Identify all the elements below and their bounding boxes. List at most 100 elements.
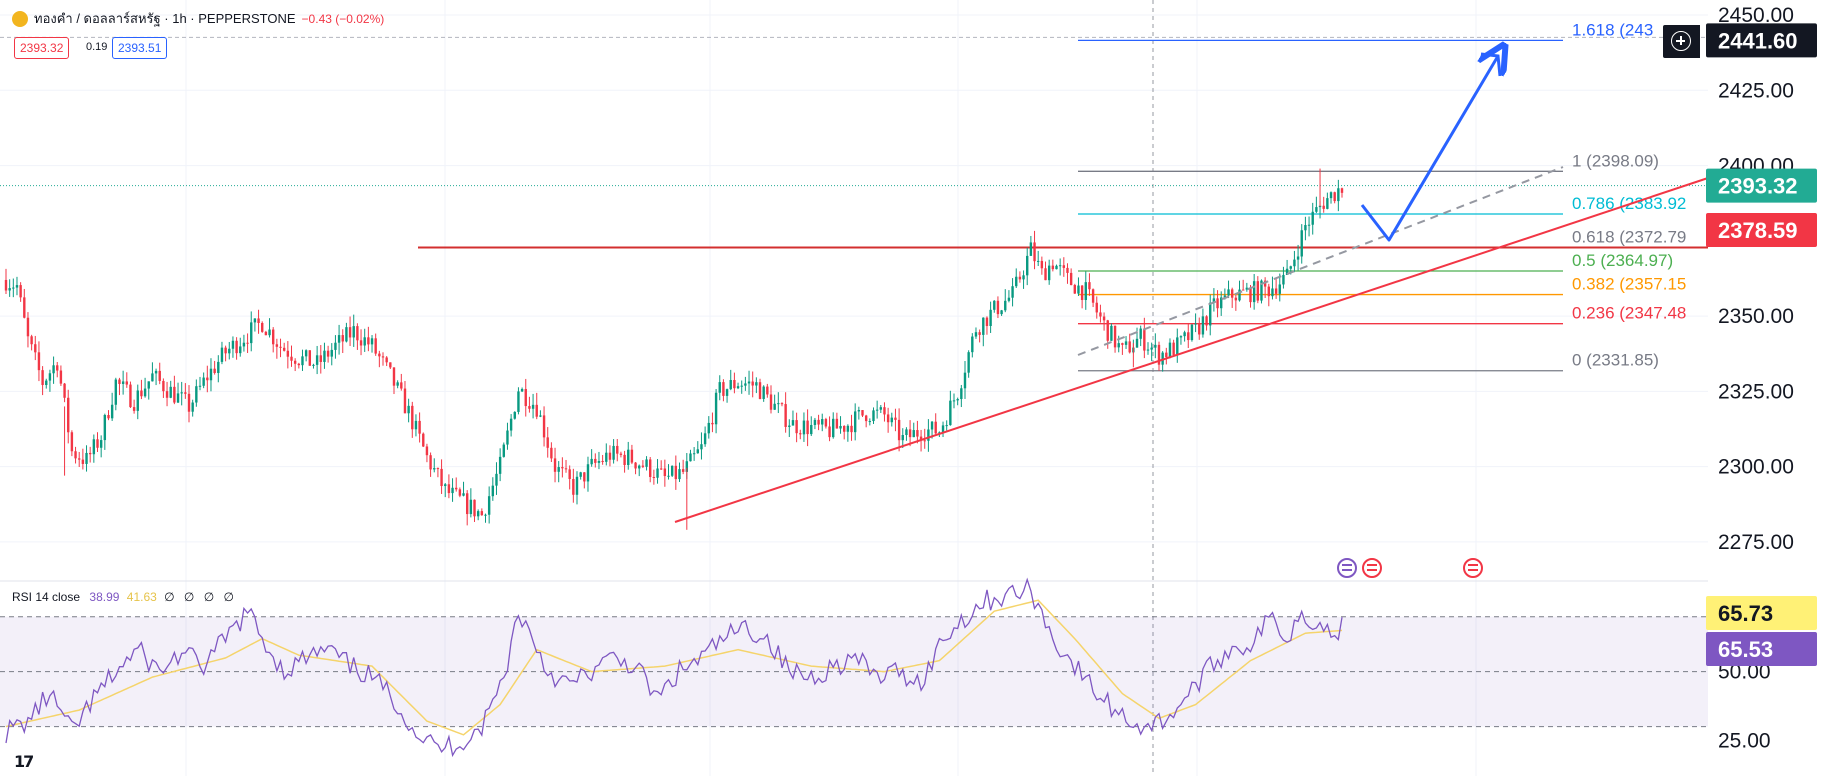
candle-body <box>1000 310 1003 315</box>
target-price-badge-text: 2441.60 <box>1718 28 1798 53</box>
candle-body <box>34 344 37 353</box>
candle-body <box>960 388 963 400</box>
candle-body <box>605 452 608 462</box>
candle-body <box>949 400 952 426</box>
candle-body <box>308 350 312 366</box>
candle-body <box>125 381 128 385</box>
candle-body <box>791 420 795 426</box>
candle-body <box>1084 282 1087 301</box>
candle-body <box>70 432 74 452</box>
event-icons[interactable] <box>1337 558 1483 578</box>
candle-body <box>916 430 919 437</box>
candle-body <box>198 385 202 387</box>
candle-body <box>934 421 937 434</box>
candle-body <box>96 439 99 448</box>
candle-body <box>1029 242 1033 256</box>
candle-body <box>396 382 399 386</box>
candle-body <box>1069 272 1073 286</box>
candle-body <box>370 338 374 345</box>
tradingview-logo-icon[interactable]: 17 <box>14 752 34 771</box>
rsi-badge <box>1706 632 1817 666</box>
candle-body <box>1340 188 1344 193</box>
rsi-ma-badge <box>1706 596 1817 630</box>
candle-body <box>173 386 176 403</box>
fib-level-label: 0.382 (2357.15 <box>1572 275 1686 294</box>
candle-body <box>1135 338 1139 348</box>
candle-body <box>795 420 798 434</box>
candle-body <box>539 415 542 417</box>
candle-body <box>103 414 107 441</box>
bid-quote[interactable]: 2393.32 <box>14 37 70 59</box>
candle-body <box>806 420 809 435</box>
ask-quote[interactable]: 2393.51 <box>112 37 168 59</box>
candle-body <box>572 478 575 495</box>
candle-body <box>978 332 981 335</box>
candle-body <box>1201 316 1205 335</box>
flash-event-icon[interactable] <box>1337 558 1357 578</box>
candle-body <box>627 449 630 466</box>
event-icon-stripe <box>1468 564 1478 566</box>
fib-level-label: 0.5 (2364.97) <box>1572 251 1673 270</box>
rsi-legend[interactable]: RSI 14 close 38.99 41.63 ∅ ∅ ∅ ∅ <box>12 590 237 604</box>
candle-body <box>301 356 304 366</box>
candle-body <box>1179 336 1183 338</box>
candle-body <box>440 468 443 487</box>
symbol-header[interactable]: ทองคำ / ดอลลาร์สหรัฐ · 1h · PEPPERSTONE … <box>12 8 384 29</box>
candle-body <box>1274 288 1278 294</box>
event-icon-stripe <box>1342 569 1352 571</box>
candle-body <box>429 455 432 470</box>
candle-body <box>883 407 886 415</box>
candle-body <box>1333 192 1336 202</box>
candle-body <box>48 373 52 381</box>
rsi-badge-text: 65.53 <box>1718 637 1773 662</box>
price-axis[interactable]: 2450.002425.002400.002350.002325.002300.… <box>1706 0 1823 776</box>
dashed-channel-line <box>1077 166 1564 356</box>
candle-body <box>575 476 579 495</box>
candle-body <box>220 347 224 362</box>
candle-body <box>487 496 491 515</box>
candle-body <box>45 380 48 386</box>
candle-body <box>993 300 996 310</box>
symbol-title: ทองคำ / ดอลลาร์สหรัฐ · 1h · PEPPERSTONE <box>34 11 296 26</box>
us-flag-icon[interactable] <box>1362 558 1382 578</box>
candle-body <box>1117 343 1120 348</box>
candle-body <box>711 422 714 425</box>
us-flag-icon[interactable] <box>1463 558 1483 578</box>
candle-body <box>700 444 703 450</box>
add-alert-button[interactable] <box>1663 25 1700 58</box>
candle-body <box>110 404 114 419</box>
candle-body <box>938 432 941 434</box>
candle-body <box>480 511 484 516</box>
trend-drawings[interactable] <box>674 54 1709 523</box>
candle-body <box>985 317 989 327</box>
candle-body <box>1322 205 1325 209</box>
candle-body <box>381 356 385 358</box>
candle-body <box>1176 337 1179 355</box>
candle-body <box>1011 286 1014 298</box>
candle-body <box>1285 268 1289 275</box>
candle-body <box>553 458 557 472</box>
candle-body <box>1015 276 1018 287</box>
candle-body <box>897 419 901 441</box>
candle-body <box>546 437 549 448</box>
candle-body <box>37 352 41 371</box>
candle-body <box>1102 316 1106 321</box>
candle-body <box>473 499 476 517</box>
candle-body <box>784 404 787 427</box>
candle-body <box>312 364 315 366</box>
candle-body <box>971 336 974 353</box>
candle-body <box>564 468 568 470</box>
fib-level-label: 0.236 (2347.48 <box>1572 304 1686 323</box>
candle-body <box>747 381 751 384</box>
candle-body <box>557 467 560 472</box>
candle-body <box>1047 265 1051 281</box>
candle-body <box>1304 225 1307 231</box>
candle-body <box>235 340 238 354</box>
candle-body <box>4 279 8 291</box>
candle-body <box>484 514 487 516</box>
candle-body <box>476 511 480 517</box>
candle-body <box>1223 295 1227 298</box>
candle-body <box>290 356 293 361</box>
